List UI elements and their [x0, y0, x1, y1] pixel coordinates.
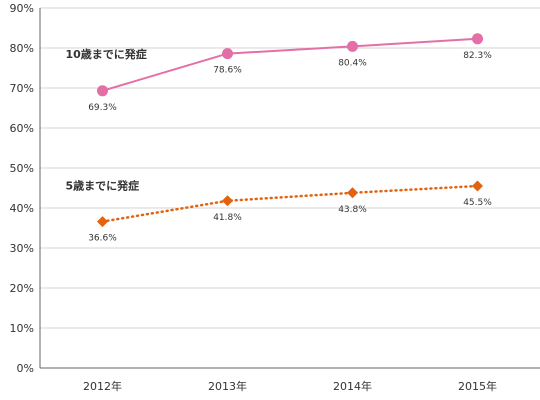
- data-label: 78.6%: [213, 66, 242, 76]
- data-point: [472, 33, 483, 45]
- data-label: 69.3%: [88, 103, 117, 113]
- y-tick-label: 0%: [17, 362, 34, 375]
- series-name-label: 10歳までに発症: [66, 47, 147, 61]
- data-point: [472, 180, 483, 192]
- x-tick-label: 2012年: [83, 379, 122, 393]
- data-label: 80.4%: [338, 58, 367, 68]
- data-label: 45.5%: [463, 198, 492, 208]
- y-tick-label: 90%: [10, 2, 34, 15]
- y-tick-label: 50%: [10, 162, 34, 175]
- series-layer: 69.3% 78.6% 80.4% 82.3% 10歳までに発症 36.6% 41.8% 43…: [66, 33, 493, 244]
- data-point: [347, 187, 358, 199]
- y-axis-ticks: 0% 10% 20% 30% 40% 50% 60% 70% 80% 90%: [10, 2, 34, 375]
- x-tick-label: 2015年: [458, 379, 497, 393]
- data-label: 43.8%: [338, 205, 367, 215]
- data-label: 82.3%: [463, 51, 492, 61]
- data-point: [222, 195, 233, 207]
- y-tick-label: 40%: [10, 202, 34, 215]
- data-label: 41.8%: [213, 213, 242, 223]
- x-tick-label: 2014年: [333, 379, 372, 393]
- y-tick-label: 70%: [10, 82, 34, 95]
- y-tick-label: 10%: [10, 322, 34, 335]
- data-point: [347, 40, 358, 52]
- y-tick-label: 60%: [10, 122, 34, 135]
- y-tick-label: 80%: [10, 42, 34, 55]
- series-line: [102, 37, 478, 92]
- y-tick-label: 20%: [10, 282, 34, 295]
- y-tick-label: 30%: [10, 242, 34, 255]
- data-point: [97, 85, 108, 97]
- series-2: 36.6% 41.8% 43.8% 45.5% 5歳までに発症: [66, 179, 493, 244]
- x-tick-label: 2013年: [208, 379, 247, 393]
- series-name-label: 5歳までに発症: [66, 179, 140, 193]
- gridlines: [40, 7, 540, 369]
- data-point: [222, 48, 233, 60]
- data-label: 36.6%: [88, 234, 117, 244]
- data-point: [97, 216, 108, 228]
- series-1: 69.3% 78.6% 80.4% 82.3% 10歳までに発症: [66, 33, 492, 113]
- series-line: [101, 184, 479, 223]
- x-axis-ticks: 2012年 2013年 2014年 2015年: [83, 379, 497, 393]
